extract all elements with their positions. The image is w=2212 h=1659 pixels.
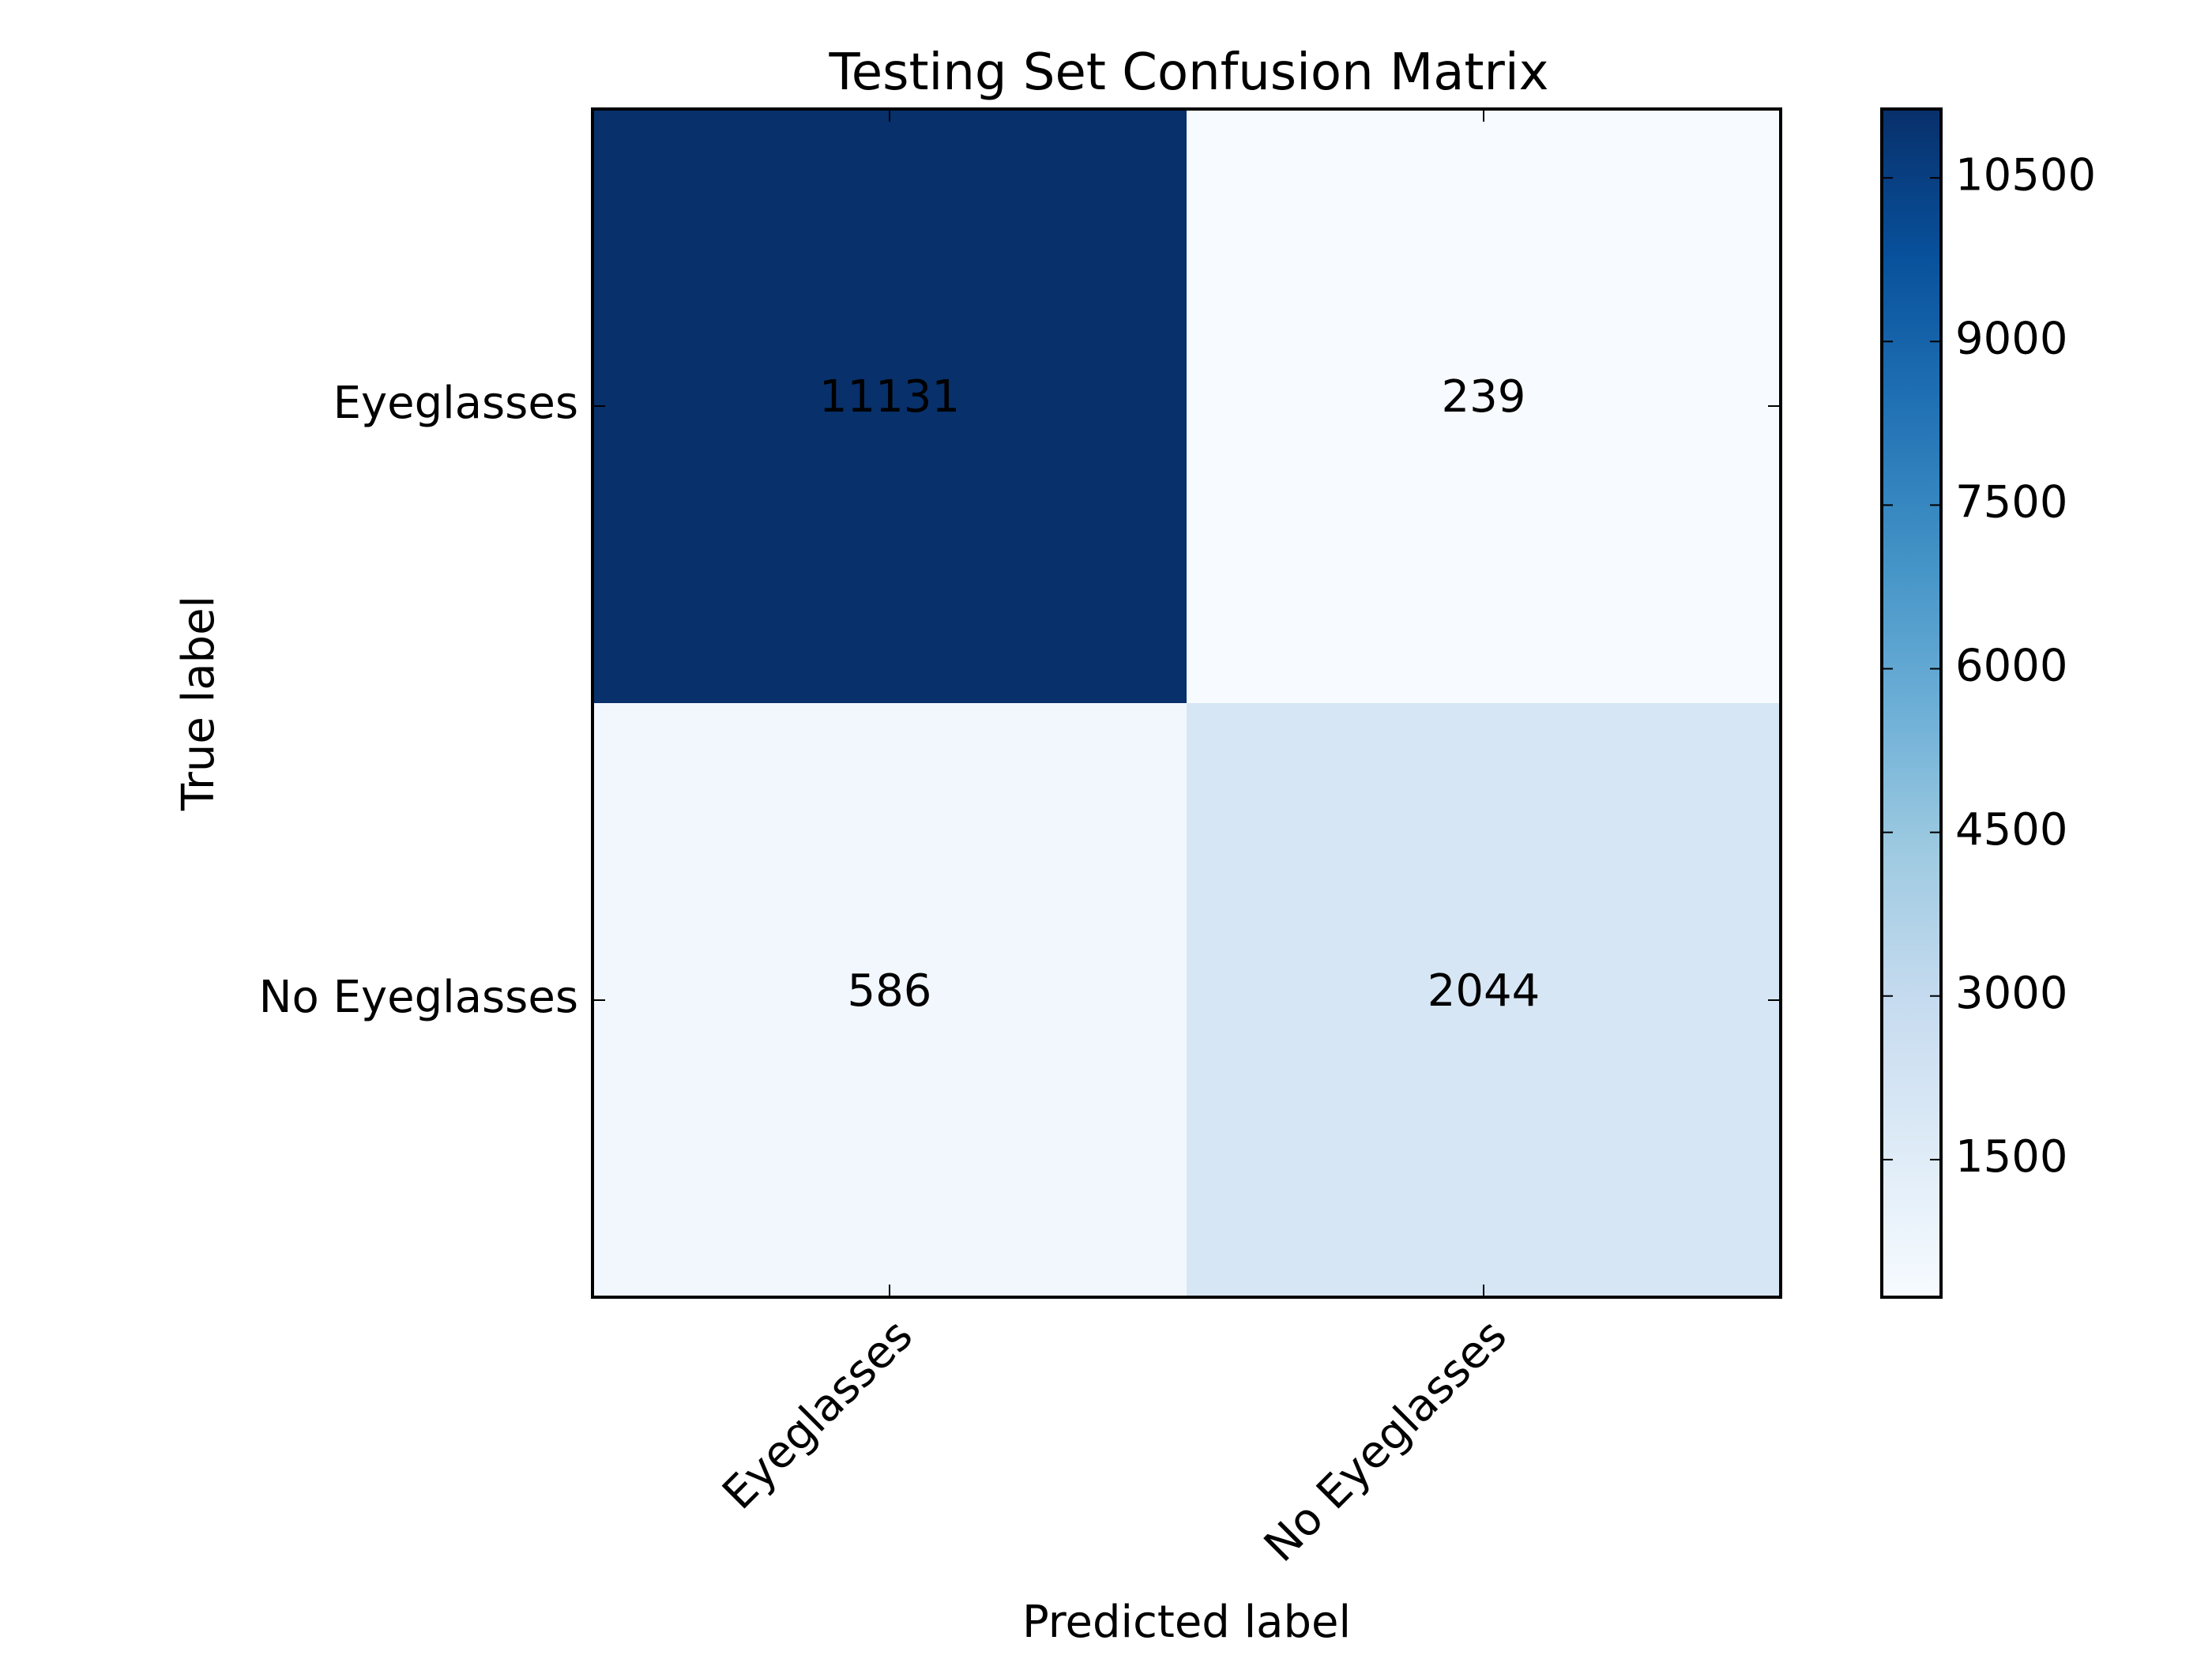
colorbar-tick-label: 1500 [1955, 1131, 2068, 1183]
colorbar-tick-label: 6000 [1955, 641, 2068, 692]
y-tick-label: Eyeglasses [333, 378, 578, 429]
heatmap-cell [592, 109, 1187, 703]
colorbar-tick-label: 4500 [1955, 804, 2068, 856]
plot-frame [591, 107, 1782, 1299]
heatmap-cell [1187, 703, 1781, 1297]
colorbar-tick-label: 3000 [1955, 968, 2068, 1019]
cell-value-label: 239 [1442, 371, 1526, 423]
x-axis-label: Predicted label [1022, 1597, 1351, 1648]
heatmap-cells [592, 109, 1781, 1297]
cell-value-label: 11131 [819, 371, 960, 423]
colorbar [1882, 109, 1941, 1297]
y-axis-label: True label [173, 596, 224, 811]
heatmap-cell [1187, 109, 1781, 703]
colorbar-tick-label: 9000 [1955, 313, 2068, 364]
colorbar-tick-label: 10500 [1955, 149, 2096, 201]
y-tick-label: No Eyeglasses [259, 972, 578, 1023]
chart-title: Testing Set Confusion Matrix [829, 43, 1549, 102]
colorbar-tick-label: 7500 [1955, 477, 2068, 529]
heatmap-cell [592, 703, 1187, 1297]
colorbar-frame [1880, 107, 1943, 1299]
cell-value-label: 2044 [1428, 965, 1540, 1017]
colorbar-ticks: 1500 3000 4500 6000 7500 9000 10500 [1882, 149, 2096, 1183]
cell-value-label: 586 [848, 965, 932, 1017]
heatmap-cell-labels: 11131 239 586 2044 [819, 371, 1540, 1017]
y-axis-ticks: Eyeglasses No Eyeglasses [259, 378, 1781, 1023]
